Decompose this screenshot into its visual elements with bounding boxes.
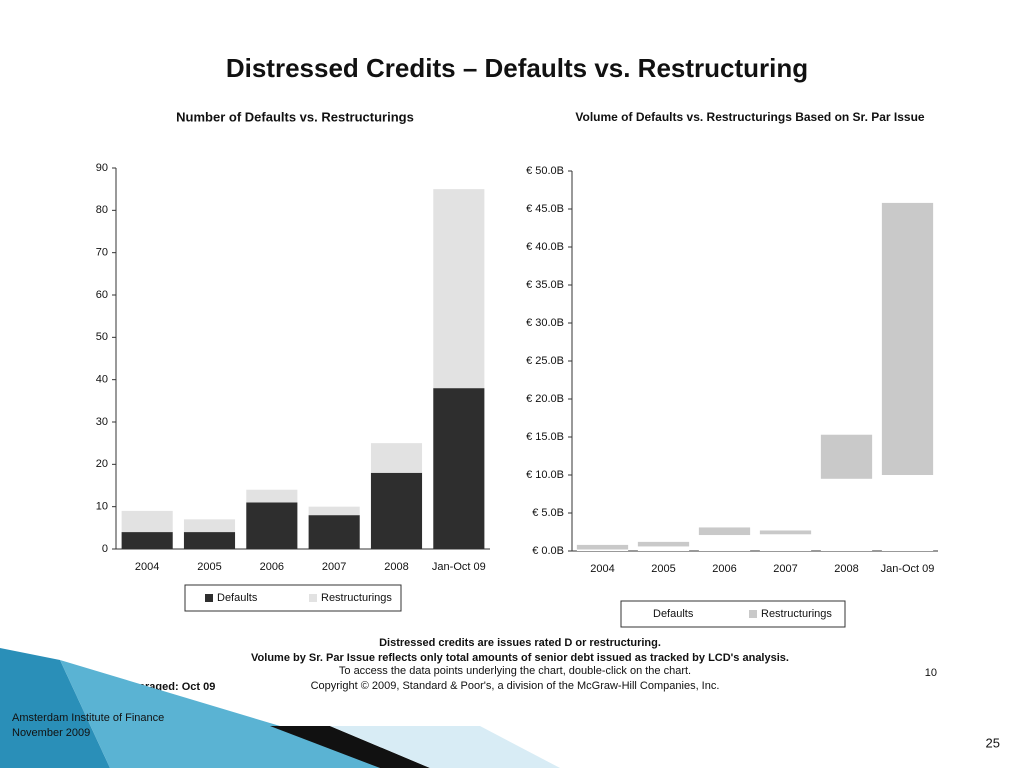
legend-label: Restructurings	[321, 592, 392, 604]
footnote: Distressed credits are issues rated D or…	[379, 637, 661, 649]
bar	[183, 532, 236, 549]
y-tick-label: € 0.0B	[532, 545, 564, 557]
y-tick-label: € 20.0B	[526, 393, 564, 405]
bar	[183, 519, 236, 533]
bar	[820, 434, 873, 479]
legend-swatch	[641, 610, 649, 618]
y-tick-label: 10	[96, 501, 108, 513]
date: November 2009	[12, 727, 90, 739]
x-tick-label: 2004	[590, 563, 614, 575]
y-tick-label: € 25.0B	[526, 355, 564, 367]
slide-title: Distressed Credits – Defaults vs. Restru…	[226, 53, 808, 83]
bar	[246, 502, 298, 549]
legend-label: Defaults	[217, 592, 258, 604]
y-tick-label: € 45.0B	[526, 203, 564, 215]
bar	[637, 541, 690, 547]
legend-label: Restructurings	[761, 608, 832, 620]
y-tick-label: 50	[96, 331, 108, 343]
bar	[246, 489, 298, 503]
legend-box	[184, 584, 402, 612]
footnote: To access the data points underlying the…	[339, 665, 691, 677]
bar	[308, 506, 360, 516]
legend-swatch	[749, 610, 757, 618]
y-tick-label: 80	[96, 204, 108, 216]
bar	[881, 202, 934, 476]
chart-title: Number of Defaults vs. Restructurings	[176, 109, 414, 124]
x-tick-label: 2005	[197, 561, 221, 573]
bar	[576, 544, 629, 550]
chart-title: Volume of Defaults vs. Restructurings Ba…	[575, 110, 925, 124]
y-tick-label: 30	[96, 416, 108, 428]
x-tick-label: 2006	[712, 563, 736, 575]
x-tick-label: 2004	[135, 561, 159, 573]
bar	[759, 534, 812, 551]
legend-swatch	[309, 594, 317, 602]
y-tick-label: € 40.0B	[526, 241, 564, 253]
y-tick-label: 70	[96, 247, 108, 259]
inner-page: 10	[925, 667, 937, 679]
decoration	[330, 726, 560, 768]
bar	[881, 475, 934, 551]
x-tick-label: 2008	[384, 561, 408, 573]
bar	[698, 527, 751, 536]
footnote: Volume by Sr. Par Issue reflects only to…	[251, 652, 789, 664]
decoration	[60, 660, 380, 768]
bar	[121, 532, 173, 549]
page-number: 25	[986, 735, 1000, 750]
y-tick-label: 90	[96, 162, 108, 174]
decoration	[0, 648, 110, 768]
x-tick-label: Jan-Oct 09	[881, 563, 935, 575]
y-tick-label: € 50.0B	[526, 165, 564, 177]
bar	[433, 189, 485, 389]
decoration	[270, 726, 430, 768]
x-tick-label: 2006	[260, 561, 284, 573]
y-tick-label: € 30.0B	[526, 317, 564, 329]
bar	[637, 546, 690, 551]
x-tick-label: 2005	[651, 563, 675, 575]
x-tick-label: Jan-Oct 09	[432, 561, 486, 573]
bar	[433, 388, 485, 549]
x-tick-label: 2008	[834, 563, 858, 575]
x-tick-label: 2007	[773, 563, 797, 575]
y-tick-label: 20	[96, 458, 108, 470]
legend-box	[620, 600, 846, 628]
bar	[370, 443, 423, 473]
legend-swatch	[205, 594, 213, 602]
bar	[759, 530, 812, 535]
bar	[370, 472, 423, 549]
y-tick-label: € 10.0B	[526, 469, 564, 481]
x-tick-label: 2007	[322, 561, 346, 573]
y-tick-label: 0	[102, 543, 108, 555]
bar	[121, 510, 173, 533]
copyright: Copyright © 2009, Standard & Poor's, a d…	[311, 680, 720, 692]
institute: Amsterdam Institute of Finance	[12, 712, 164, 724]
bar	[576, 549, 629, 551]
y-tick-label: € 15.0B	[526, 431, 564, 443]
bar	[308, 515, 360, 549]
bar	[698, 535, 751, 551]
y-tick-label: 40	[96, 374, 108, 386]
bar	[820, 478, 873, 551]
legend-label: Defaults	[653, 608, 694, 620]
y-tick-label: € 35.0B	[526, 279, 564, 291]
y-tick-label: 60	[96, 289, 108, 301]
y-tick-label: € 5.0B	[532, 507, 564, 519]
